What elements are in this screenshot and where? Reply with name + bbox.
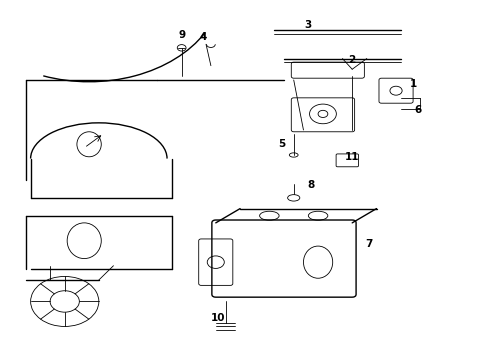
Text: 7: 7 (366, 239, 373, 249)
Text: 3: 3 (305, 19, 312, 30)
Text: 2: 2 (348, 55, 356, 65)
Text: 6: 6 (415, 105, 421, 115)
Text: 11: 11 (345, 152, 360, 162)
Text: 8: 8 (307, 180, 315, 190)
Text: 4: 4 (200, 32, 207, 42)
Text: 10: 10 (211, 312, 225, 323)
Text: 1: 1 (410, 78, 416, 89)
Text: 9: 9 (178, 30, 185, 40)
Text: 5: 5 (278, 139, 285, 149)
